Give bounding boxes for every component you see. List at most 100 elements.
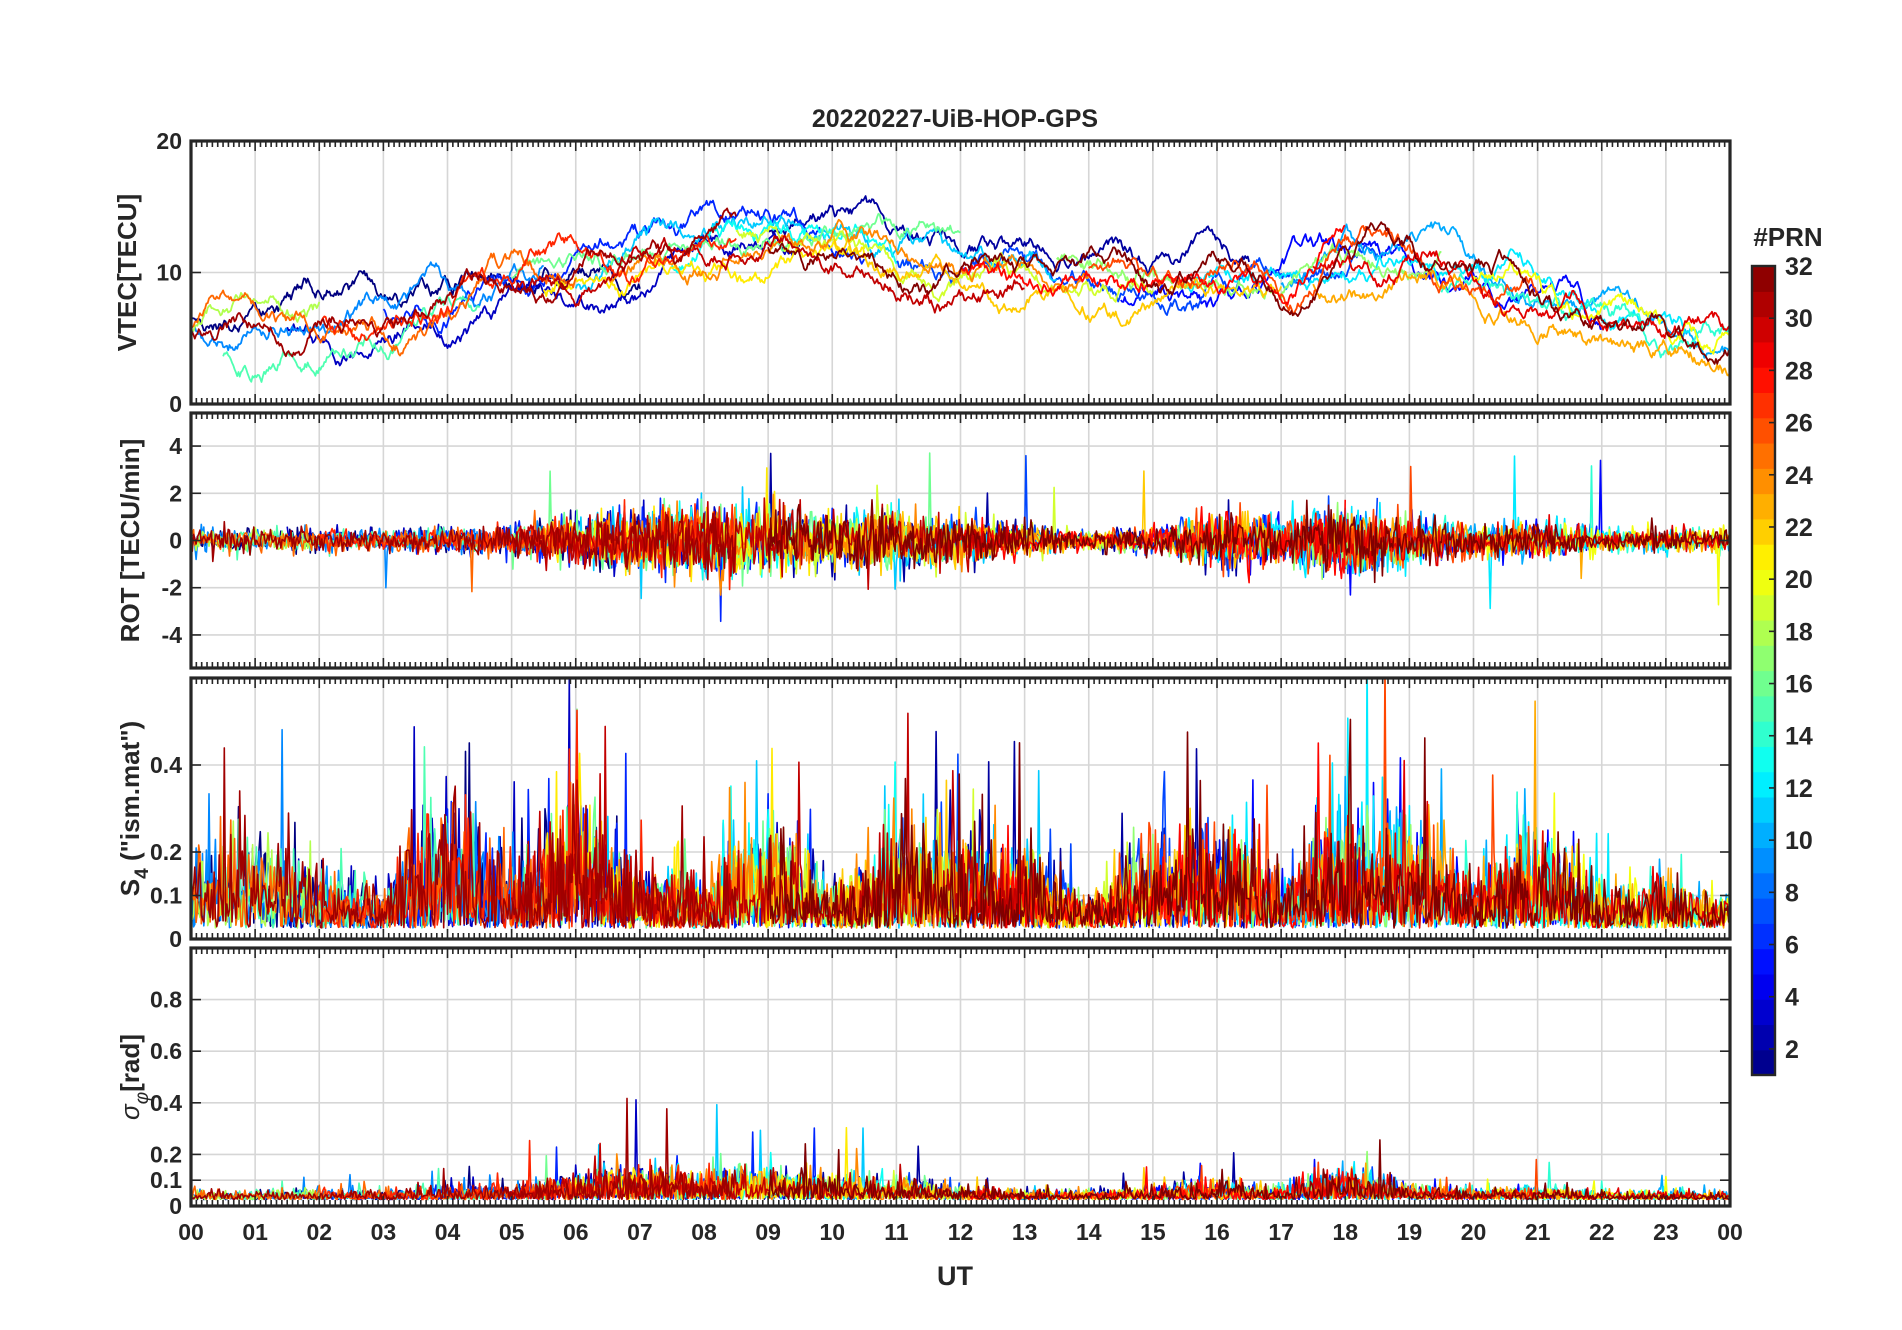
- sigphi-y-tick-label: 0.8: [150, 987, 182, 1013]
- colorbar-segment: [1752, 847, 1775, 874]
- panel-vtec: 0 10 20 VTEC[TECU]: [112, 128, 1732, 417]
- x-tick-label: 18: [1332, 1219, 1358, 1245]
- sigphi-series-prn-27: [318, 1139, 737, 1201]
- vtec-series-prn-9: [191, 261, 544, 352]
- sigphi-y-tick-label: 0: [169, 1193, 182, 1219]
- colorbar-tick-label: 30: [1785, 305, 1813, 333]
- panel-sigphi: 00.10.2 0.4 0.6 0.8 σφ[rad]: [115, 946, 1732, 1219]
- vtec-series-prn-28: [960, 224, 1346, 306]
- sigphi-grid: [191, 948, 1730, 1206]
- figure-title: 20220227-UiB-HOP-GPS: [812, 105, 1098, 133]
- s4-y-tick-label: 0.2: [150, 839, 182, 865]
- rot-y-axis-label: ROT [TECU/min]: [115, 439, 145, 643]
- vtec-y-tick-label: 0: [169, 391, 182, 417]
- x-tick-label: 01: [242, 1219, 268, 1245]
- colorbar-segment: [1752, 948, 1775, 975]
- x-tick-label: 05: [499, 1219, 525, 1245]
- colorbar-tick-label: 24: [1785, 462, 1813, 490]
- x-tick-label: 07: [627, 1219, 653, 1245]
- x-tick-label: 21: [1525, 1219, 1551, 1245]
- colorbar-segment: [1752, 417, 1775, 444]
- x-tick-label: 14: [1076, 1219, 1102, 1245]
- time-axis: 00 01 02 03 04 05 06 07 08 09 10 11 12 13 14 15 16 17 18 19…: [178, 1219, 1743, 1245]
- x-tick-label: 16: [1204, 1219, 1230, 1245]
- x-tick-label: 10: [819, 1219, 845, 1245]
- colorbar-tick-label: 4: [1785, 984, 1799, 1012]
- colorbar-segment: [1752, 594, 1775, 621]
- vtec-series-prn-16: [511, 212, 961, 279]
- colorbar-segment: [1752, 518, 1775, 545]
- vtec-series-prn-29: [1312, 250, 1730, 340]
- x-tick-label: 09: [755, 1219, 781, 1245]
- colorbar-segment: [1752, 999, 1775, 1026]
- vtec-series-prn-19: [735, 225, 1154, 303]
- colorbar-segment: [1752, 872, 1775, 899]
- x-tick-label: 00: [1717, 1219, 1743, 1245]
- vtec-series-prn-32: [767, 221, 1730, 365]
- vtec-series-prn-15: [222, 294, 481, 383]
- x-tick-label: 00: [178, 1219, 204, 1245]
- vtec-series-prn-11: [574, 215, 1057, 293]
- colorbar-tick-label: 28: [1785, 357, 1813, 385]
- vtec-series-prn-2: [767, 195, 1250, 276]
- colorbar-tick-label: 10: [1785, 827, 1813, 855]
- sigphi-axes-frame: [189, 946, 1732, 1208]
- x-tick-label: 15: [1140, 1219, 1166, 1245]
- colorbar-tick-label: 16: [1785, 671, 1813, 699]
- vtec-series-prn-20: [1472, 260, 1730, 355]
- s4-y-axis-label: S4 ("ism.mat"): [115, 721, 153, 896]
- s4-y-tick-label: 0.4: [150, 752, 182, 778]
- colorbar-segment: [1752, 973, 1775, 1000]
- sigphi-y-tick-label: 0.1: [150, 1167, 182, 1193]
- x-axis-label: UT: [937, 1261, 973, 1291]
- colorbar-segment: [1752, 746, 1775, 773]
- x-tick-label: 04: [435, 1219, 461, 1245]
- x-tick-label: 13: [1012, 1219, 1038, 1245]
- colorbar-segment: [1752, 619, 1775, 646]
- sigphi-series-prn-31: [191, 1097, 737, 1201]
- colorbar-segment: [1752, 493, 1775, 520]
- s4-series-prn-31: [191, 747, 737, 929]
- colorbar-frame: [1750, 264, 1777, 1077]
- x-tick-label: 19: [1397, 1219, 1423, 1245]
- colorbar-segment: [1752, 442, 1775, 469]
- colorbar-tick-label: 12: [1785, 775, 1813, 803]
- colorbar-segment: [1752, 898, 1775, 924]
- x-tick-label: 08: [691, 1219, 717, 1245]
- sigphi-y-tick-label: 0.6: [150, 1038, 182, 1064]
- colorbar-tick-label: 32: [1785, 253, 1813, 281]
- vtec-y-tick-label: 20: [156, 128, 182, 154]
- colorbar-segment: [1752, 569, 1775, 596]
- vtec-series-prn-17: [1056, 243, 1442, 300]
- x-tick-label: 20: [1461, 1219, 1487, 1245]
- x-tick-label: 02: [306, 1219, 332, 1245]
- vtec-y-axis-label: VTEC[TECU]: [112, 194, 142, 351]
- s4-series: [191, 678, 1730, 929]
- sigphi-y-axis-label: σφ[rad]: [115, 1034, 153, 1120]
- sigphi-y-tick-label: 0.4: [150, 1090, 182, 1116]
- x-tick-label: 03: [371, 1219, 397, 1245]
- colorbar-segment: [1752, 1024, 1775, 1051]
- vtec-series-prn-31: [191, 207, 737, 358]
- sigphi-ticks: 00.10.2 0.4 0.6 0.8: [150, 948, 1731, 1219]
- s4-series-prn-32: [767, 718, 1730, 929]
- colorbar-segment: [1752, 1049, 1775, 1076]
- sigphi-y-tick-label: 0.2: [150, 1141, 182, 1167]
- colorbar-segment: [1752, 695, 1775, 722]
- rot-series: [191, 452, 1730, 623]
- vtec-axes-frame: [189, 139, 1732, 406]
- rot-series-prn-31: [191, 511, 737, 581]
- colorbar-segment: [1752, 822, 1775, 849]
- vtec-series-prn-14: [1440, 272, 1730, 359]
- colorbar-segment: [1752, 392, 1775, 419]
- rot-y-tick-label: 2: [169, 480, 182, 506]
- vtec-series-prn-25: [191, 248, 577, 357]
- rot-series-prn-32: [767, 498, 1730, 584]
- x-tick-label: 06: [563, 1219, 589, 1245]
- colorbar-segment: [1752, 367, 1775, 394]
- colorbar-tick-label: 2: [1785, 1036, 1799, 1064]
- sigphi-series-prn-32: [767, 1139, 1730, 1201]
- rot-y-tick-label: 4: [169, 433, 182, 459]
